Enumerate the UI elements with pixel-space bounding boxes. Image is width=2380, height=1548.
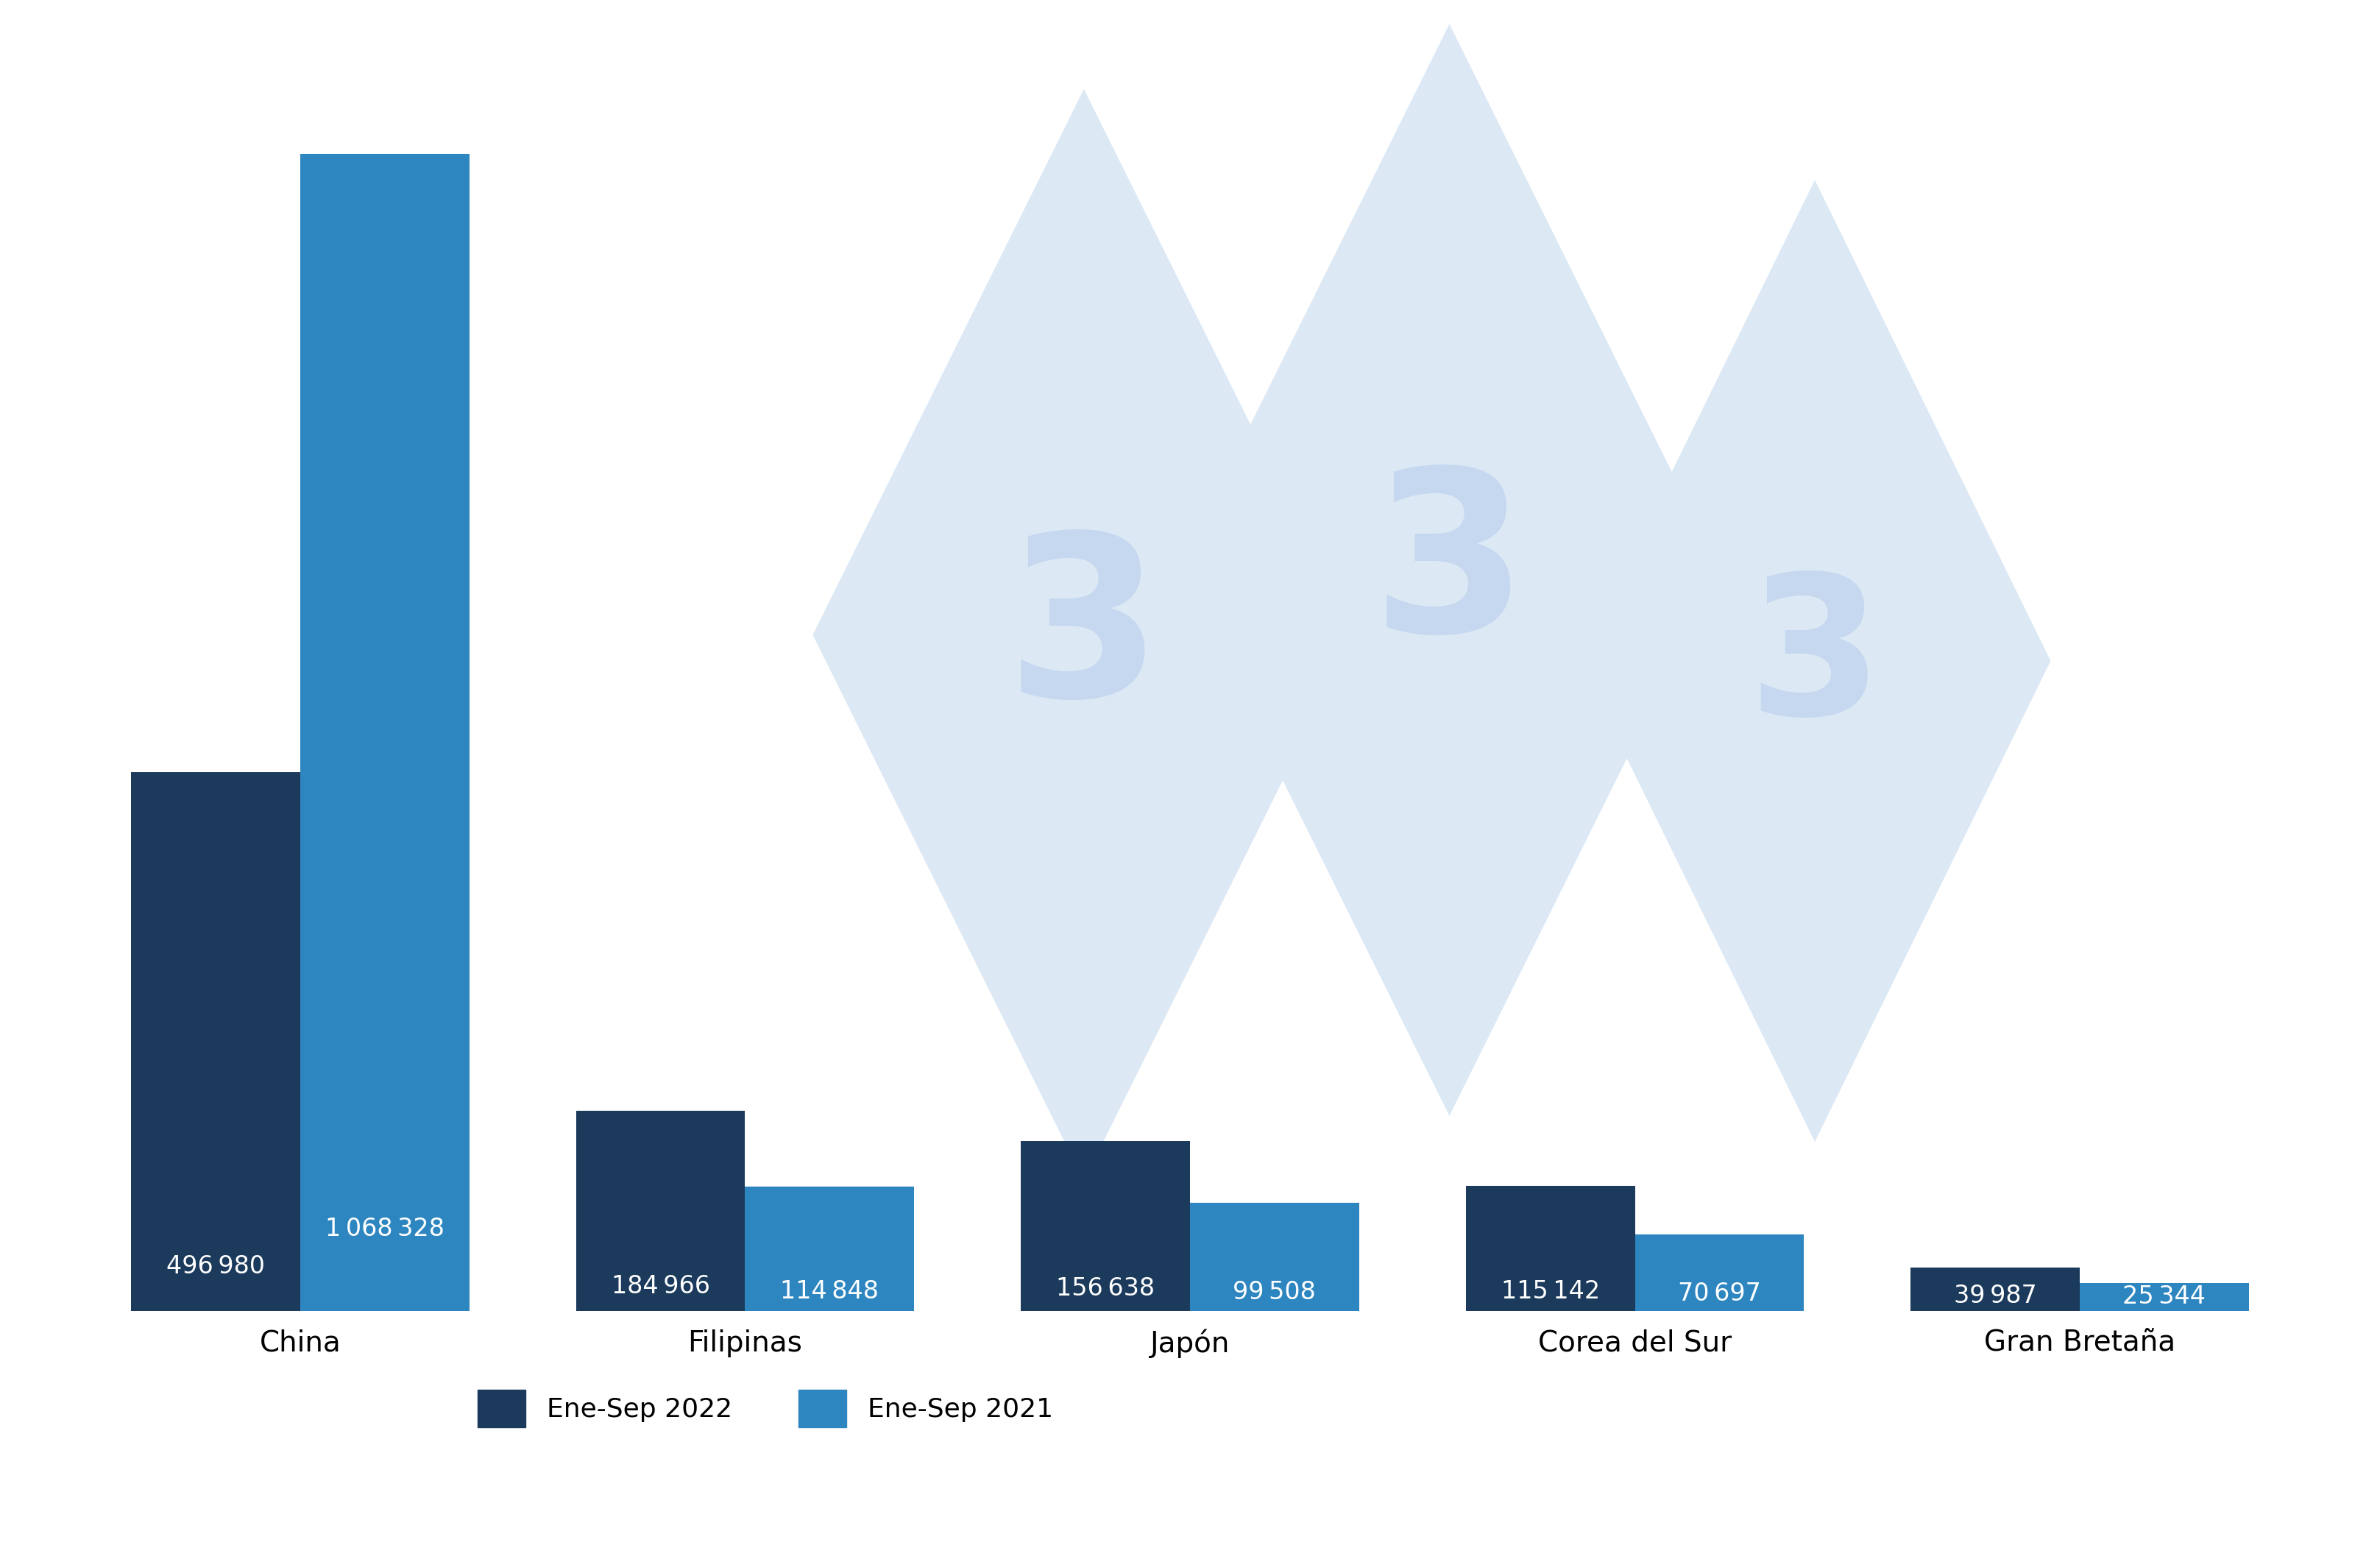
Text: 496 980: 496 980	[167, 1254, 264, 1279]
Bar	[745, 1186, 914, 1311]
Bar	[300, 153, 469, 1311]
Text: 39 987: 39 987	[1954, 1283, 2037, 1308]
Text: 156 638: 156 638	[1057, 1276, 1154, 1300]
Legend: Ene-Sep 2022, Ene-Sep 2021: Ene-Sep 2022, Ene-Sep 2021	[464, 1376, 1066, 1441]
Polygon shape	[812, 90, 1354, 1181]
Text: 3: 3	[1007, 526, 1161, 745]
Text: 25 344: 25 344	[2123, 1285, 2206, 1310]
Text: 3: 3	[1371, 461, 1528, 680]
Polygon shape	[1578, 180, 2052, 1142]
Text: 3: 3	[1747, 567, 1883, 755]
Bar	[131, 772, 300, 1311]
Polygon shape	[1178, 25, 1721, 1116]
Bar	[1190, 1203, 1359, 1311]
Bar	[2080, 1283, 2249, 1311]
Bar	[1911, 1268, 2080, 1311]
Text: 70 697: 70 697	[1678, 1282, 1761, 1307]
Bar	[1635, 1234, 1804, 1311]
Bar	[1021, 1141, 1190, 1311]
Text: 114 848: 114 848	[781, 1279, 878, 1303]
Text: 1 068 328: 1 068 328	[326, 1217, 445, 1241]
Bar	[576, 1110, 745, 1311]
Text: 115 142: 115 142	[1502, 1279, 1599, 1303]
Text: 184 966: 184 966	[612, 1274, 709, 1299]
Text: 99 508: 99 508	[1233, 1280, 1316, 1305]
Bar	[1466, 1186, 1635, 1311]
